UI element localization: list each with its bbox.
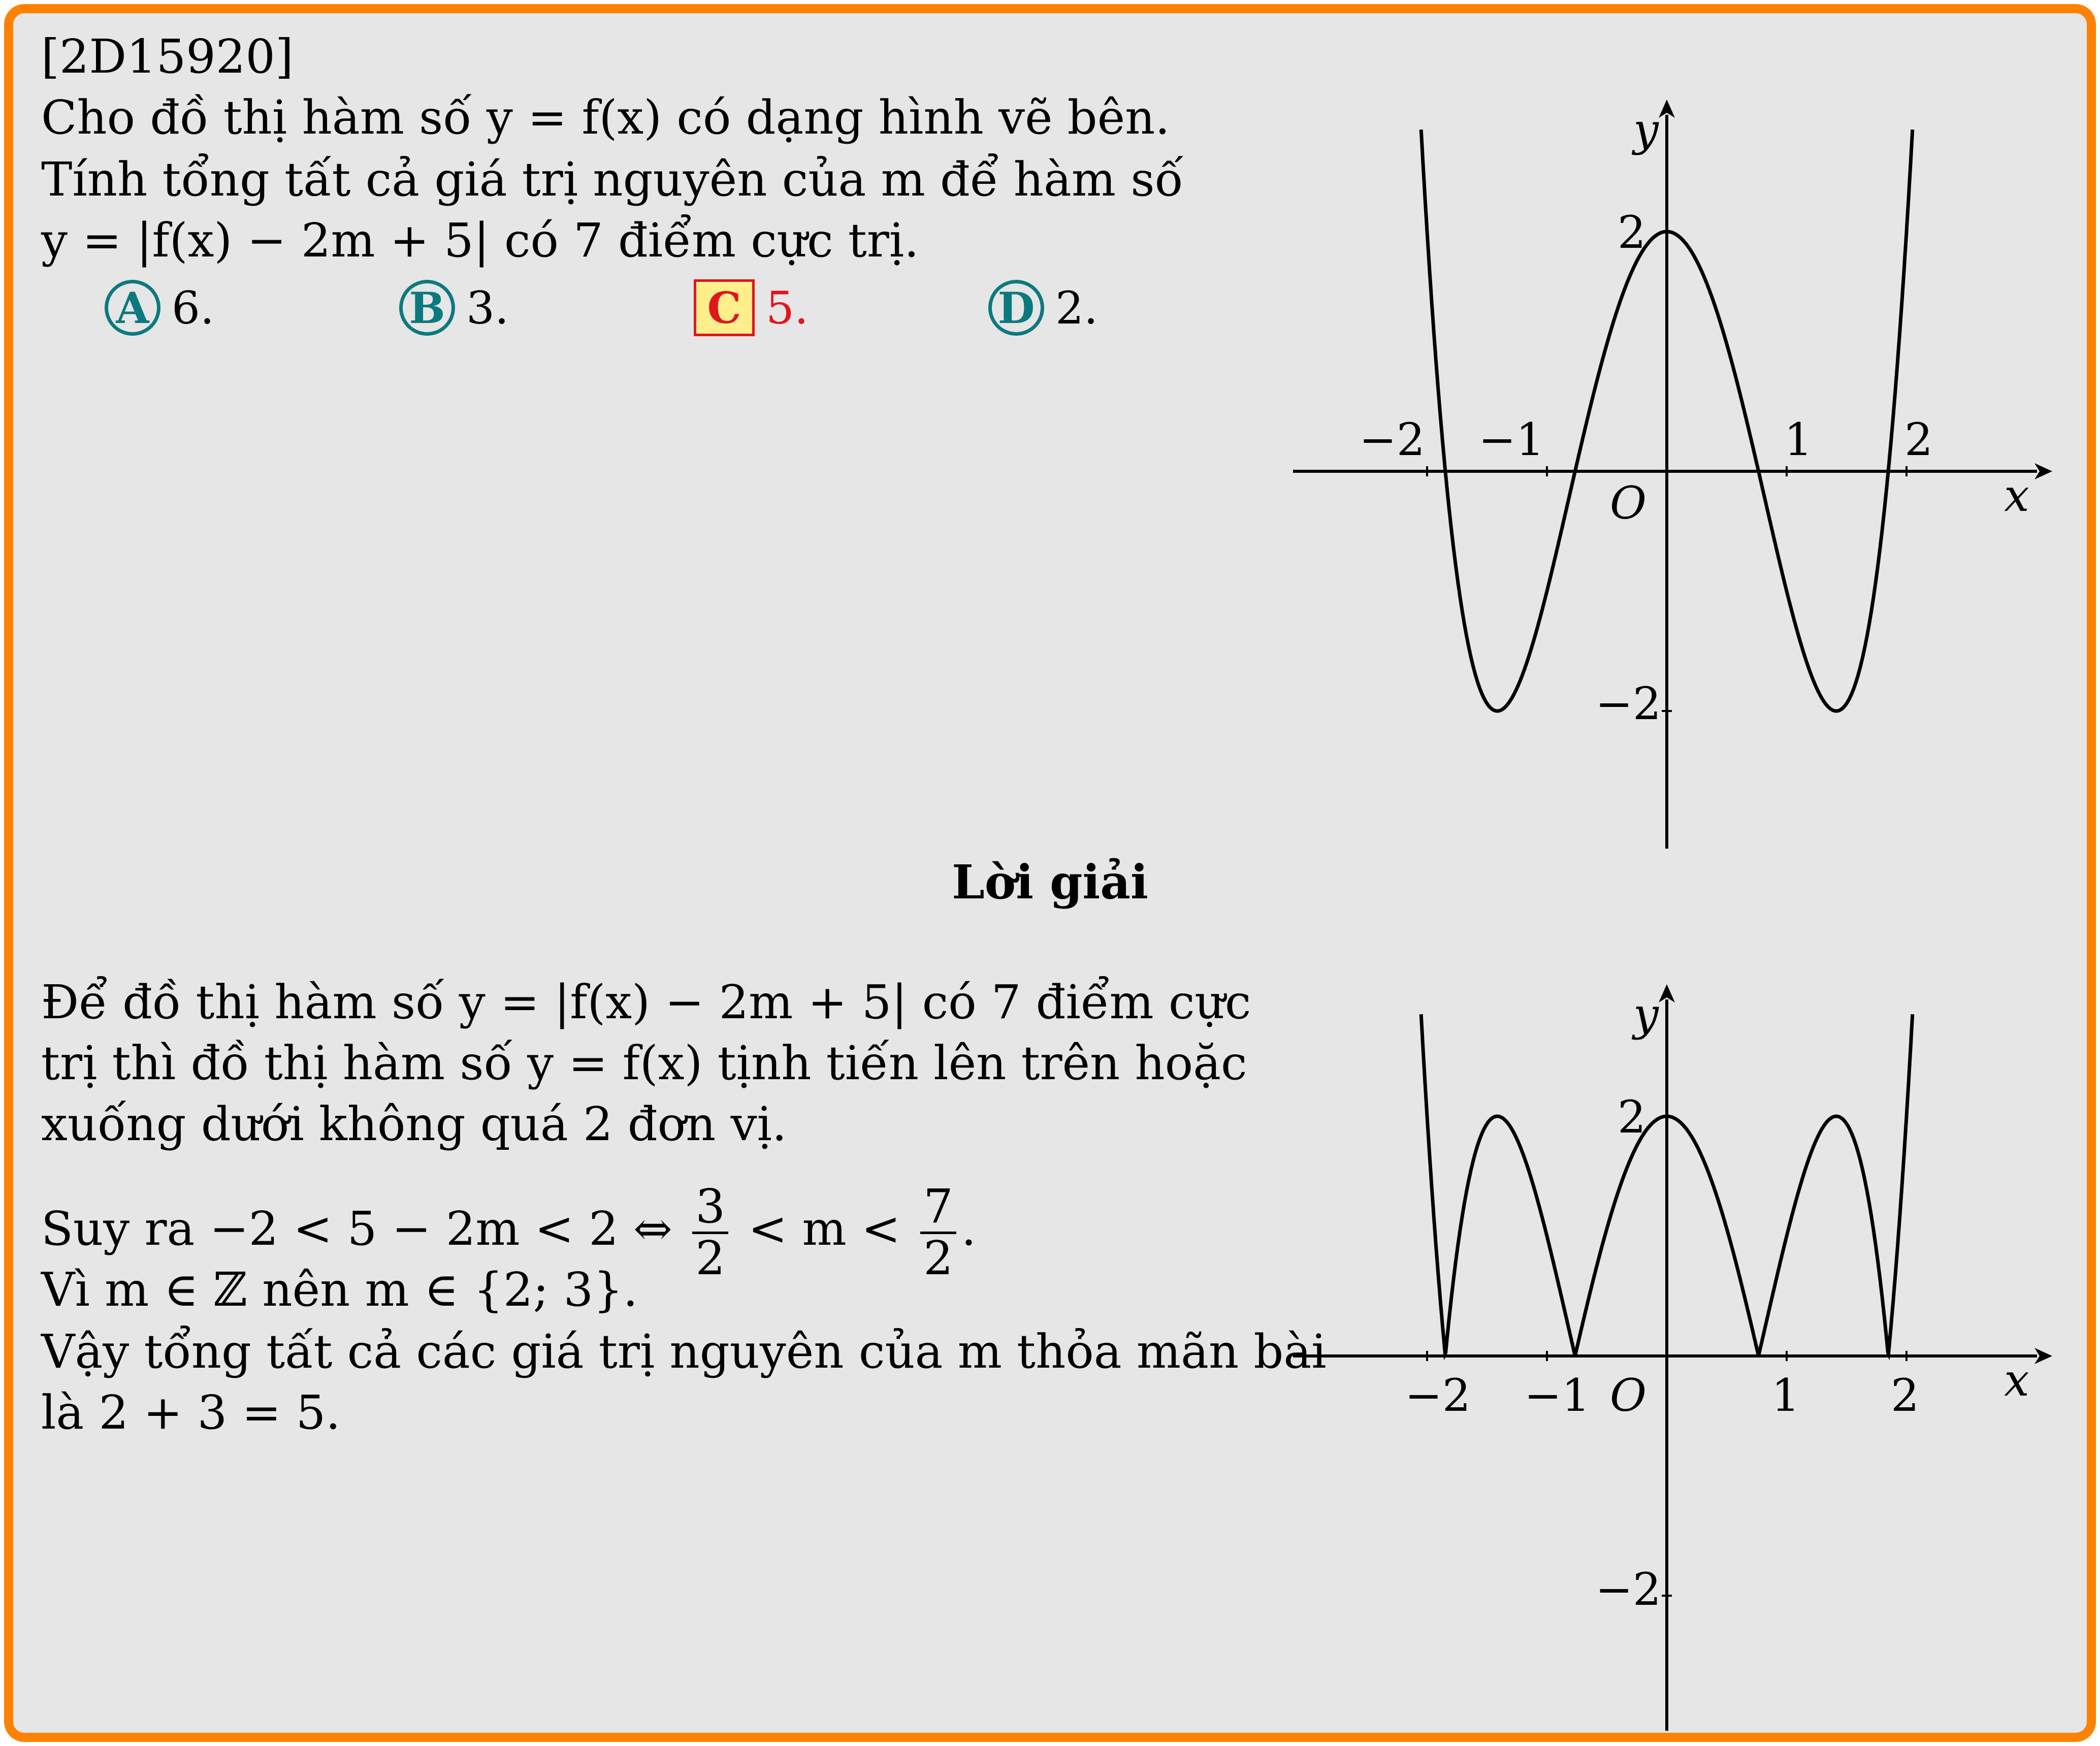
- tick-label-x-2: 2: [1891, 1369, 1919, 1421]
- tick-label-y-neg2: −2: [1595, 677, 1661, 730]
- tick-label-x-2: 2: [1904, 413, 1933, 466]
- question-line: Cho đồ thị hàm số y = f(x) có dạng hình …: [41, 90, 1170, 145]
- choice-letter: A: [105, 280, 160, 336]
- choice-value: 3.: [466, 281, 509, 334]
- problem-id: [2D15920]: [41, 29, 294, 84]
- choice-value: 2.: [1055, 281, 1098, 334]
- tick-label-y-2: 2: [1618, 1091, 1646, 1143]
- choice-b[interactable]: B 3.: [399, 277, 509, 338]
- tick-label-y-neg2: −2: [1595, 1563, 1661, 1615]
- fraction-seven-halves: 7 2: [920, 1182, 956, 1283]
- x-axis-arrow: [2034, 1348, 2052, 1364]
- solution-line: xuống dưới không quá 2 đơn vị.: [41, 1097, 787, 1151]
- inequality-prefix: Suy ra −2 < 5 − 2m < 2 ⇔: [41, 1202, 673, 1256]
- tick-label-x-neg1: −1: [1478, 413, 1544, 466]
- graph-abs-f: −2 −1 1 2 2 −2 O x y: [1293, 984, 2052, 1731]
- choice-c-correct[interactable]: C 5.: [694, 277, 809, 338]
- x-axis-label: x: [2004, 1354, 2029, 1406]
- tick-marks: [1426, 231, 1908, 712]
- fraction-denominator: 2: [695, 1231, 725, 1285]
- x-axis-arrow: [2034, 463, 2052, 479]
- tick-label-x-1: 1: [1784, 413, 1813, 466]
- choice-value: 6.: [172, 281, 214, 334]
- y-axis-arrow: [1659, 984, 1675, 1003]
- tick-label-x-1: 1: [1771, 1369, 1800, 1421]
- tick-label-x-neg2: −2: [1405, 1369, 1471, 1421]
- fraction-three-halves: 3 2: [692, 1182, 728, 1283]
- question-line: Tính tổng tất cả giá trị nguyên của m để…: [41, 152, 1183, 207]
- y-axis-label: y: [1631, 104, 1659, 156]
- solution-line: là 2 + 3 = 5.: [41, 1385, 341, 1440]
- graph-f: −2 −1 1 2 2 −2 O x y: [1293, 100, 2052, 849]
- fraction-numerator: 3: [692, 1182, 728, 1234]
- origin-label: O: [1610, 1369, 1646, 1421]
- choice-a[interactable]: A 6.: [105, 277, 214, 338]
- page-frame: [2D15920] Cho đồ thị hàm số y = f(x) có …: [4, 4, 2096, 1742]
- choice-letter: D: [988, 280, 1044, 336]
- solution-line: Để đồ thị hàm số y = |f(x) − 2m + 5| có …: [41, 975, 1251, 1029]
- axes: [1293, 984, 2052, 1731]
- y-axis-arrow: [1659, 100, 1675, 118]
- solution-line: Vậy tổng tất cả các giá trị nguyên của m…: [41, 1324, 1327, 1379]
- choice-d[interactable]: D 2.: [988, 277, 1098, 338]
- origin-label: O: [1610, 477, 1646, 529]
- fraction-numerator: 7: [920, 1182, 956, 1234]
- inequality-end: .: [961, 1202, 977, 1256]
- inequality-middle: < m <: [748, 1202, 901, 1256]
- x-axis-label: x: [2004, 469, 2029, 522]
- fraction-denominator: 2: [923, 1231, 953, 1285]
- choice-value: 5.: [766, 281, 809, 334]
- tick-label-y-2: 2: [1618, 206, 1646, 258]
- tick-marks: [1426, 1115, 1908, 1597]
- axes: [1293, 100, 2052, 849]
- choice-letter: C: [694, 279, 755, 336]
- solution-line: trị thì đồ thị hàm số y = f(x) tịnh tiến…: [41, 1036, 1247, 1090]
- tick-label-x-neg2: −2: [1359, 413, 1425, 466]
- solution-heading: Lời giải: [952, 855, 1148, 910]
- solution-inequality: Suy ra −2 < 5 − 2m < 2 ⇔ 3 2 < m < 7 2 .: [41, 1182, 976, 1283]
- question-line: y = |f(x) − 2m + 5| có 7 điểm cực trị.: [41, 213, 919, 268]
- y-axis-label: y: [1631, 988, 1659, 1041]
- solution-line: Vì m ∈ ℤ nên m ∈ {2; 3}.: [41, 1263, 638, 1317]
- tick-label-x-neg1: −1: [1524, 1369, 1590, 1421]
- choice-letter: B: [399, 280, 455, 336]
